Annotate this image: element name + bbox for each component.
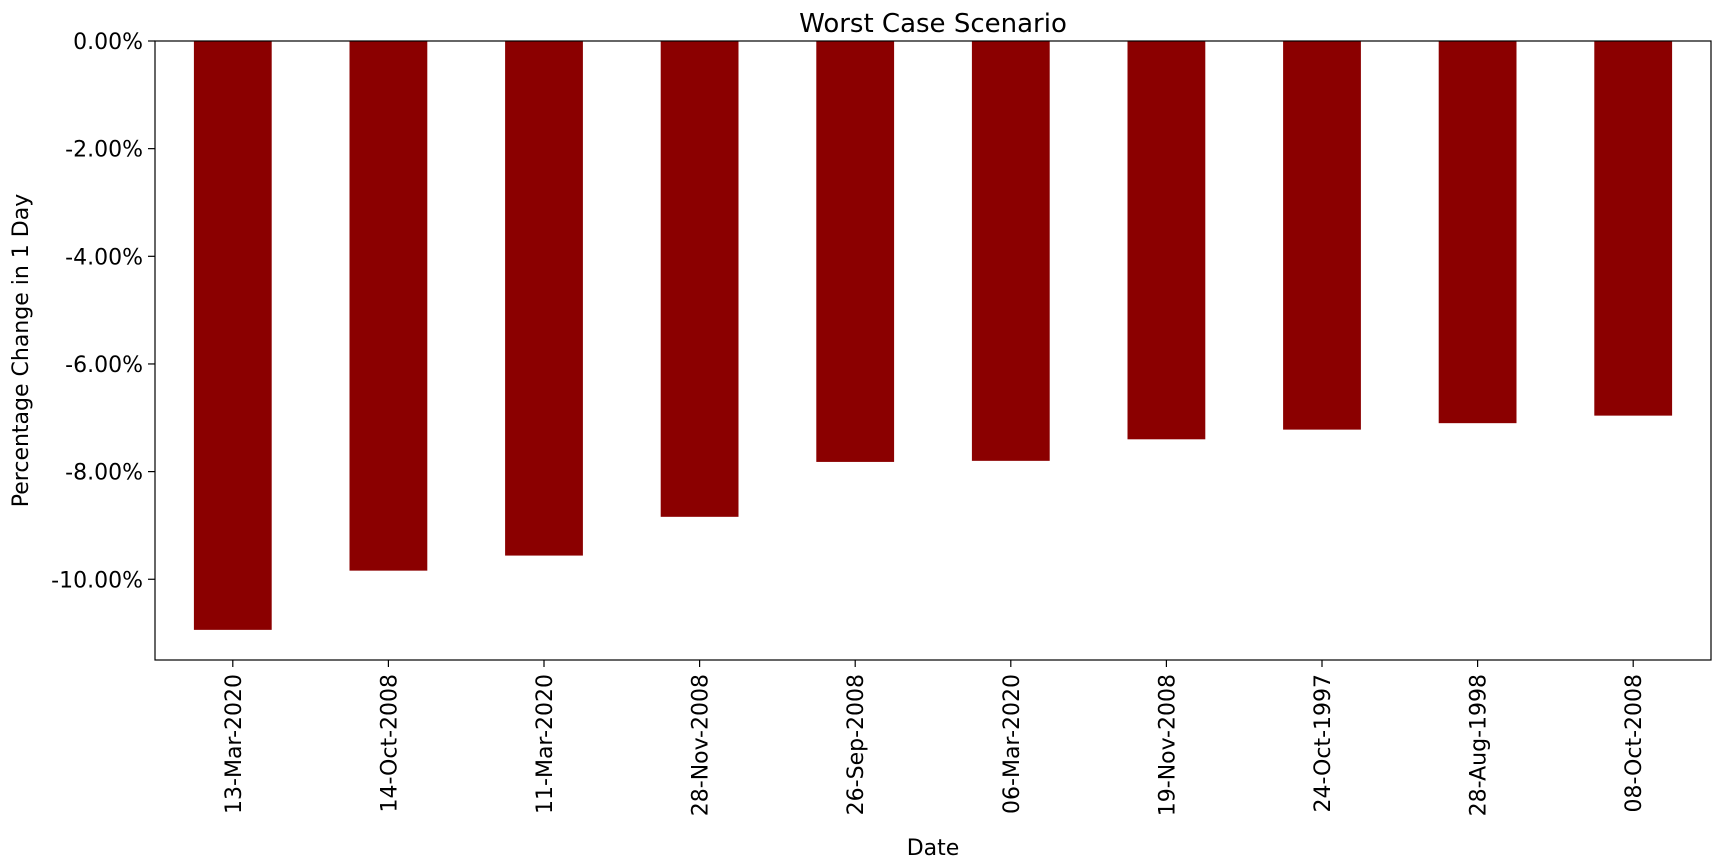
y-tick-label: -10.00% xyxy=(51,568,143,593)
x-tick-label: 28-Nov-2008 xyxy=(689,674,714,816)
bar-28-Nov-2008 xyxy=(660,41,739,517)
x-tick-label: 14-Oct-2008 xyxy=(377,674,402,813)
x-tick-label: 26-Sep-2008 xyxy=(844,674,869,815)
bar-14-Oct-2008 xyxy=(349,41,428,571)
x-tick-label: 19-Nov-2008 xyxy=(1155,674,1180,816)
x-axis: 13-Mar-2020 14-Oct-2008 11-Mar-2020 28-Nov-… xyxy=(222,660,1647,816)
y-tick-label: -8.00% xyxy=(65,461,143,486)
plot-frame xyxy=(154,40,1712,661)
x-tick-label: 24-Oct-1997 xyxy=(1311,674,1336,813)
bar-11-Mar-2020 xyxy=(505,41,583,556)
y-tick-label: 0.00% xyxy=(73,30,143,55)
y-tick-label: -2.00% xyxy=(65,138,143,163)
y-axis-label: Percentage Change in 1 Day xyxy=(9,194,34,507)
x-axis-label: Date xyxy=(907,836,960,861)
bar-13-Mar-2020 xyxy=(193,41,272,630)
x-tick-label: 13-Mar-2020 xyxy=(222,674,247,814)
x-tick-label: 28-Aug-1998 xyxy=(1467,674,1492,816)
bar-26-Sep-2008 xyxy=(816,41,895,462)
y-axis: 0.00% -2.00% -4.00% -6.00% -8.00% -10.00% xyxy=(51,30,155,593)
x-tick-label: 06-Mar-2020 xyxy=(1000,674,1025,814)
chart-title: Worst Case Scenario xyxy=(799,9,1067,39)
bars-group xyxy=(193,41,1673,630)
x-tick-label: 11-Mar-2020 xyxy=(533,674,558,814)
bar-06-Mar-2020 xyxy=(971,41,1050,461)
bar-28-Aug-1998 xyxy=(1438,41,1517,424)
bar-19-Nov-2008 xyxy=(1127,41,1206,440)
x-tick-label: 08-Oct-2008 xyxy=(1622,674,1647,813)
bar-24-Oct-1997 xyxy=(1283,41,1361,430)
y-tick-label: -6.00% xyxy=(65,353,143,378)
y-tick-label: -4.00% xyxy=(65,245,143,270)
bar-08-Oct-2008 xyxy=(1594,41,1673,416)
